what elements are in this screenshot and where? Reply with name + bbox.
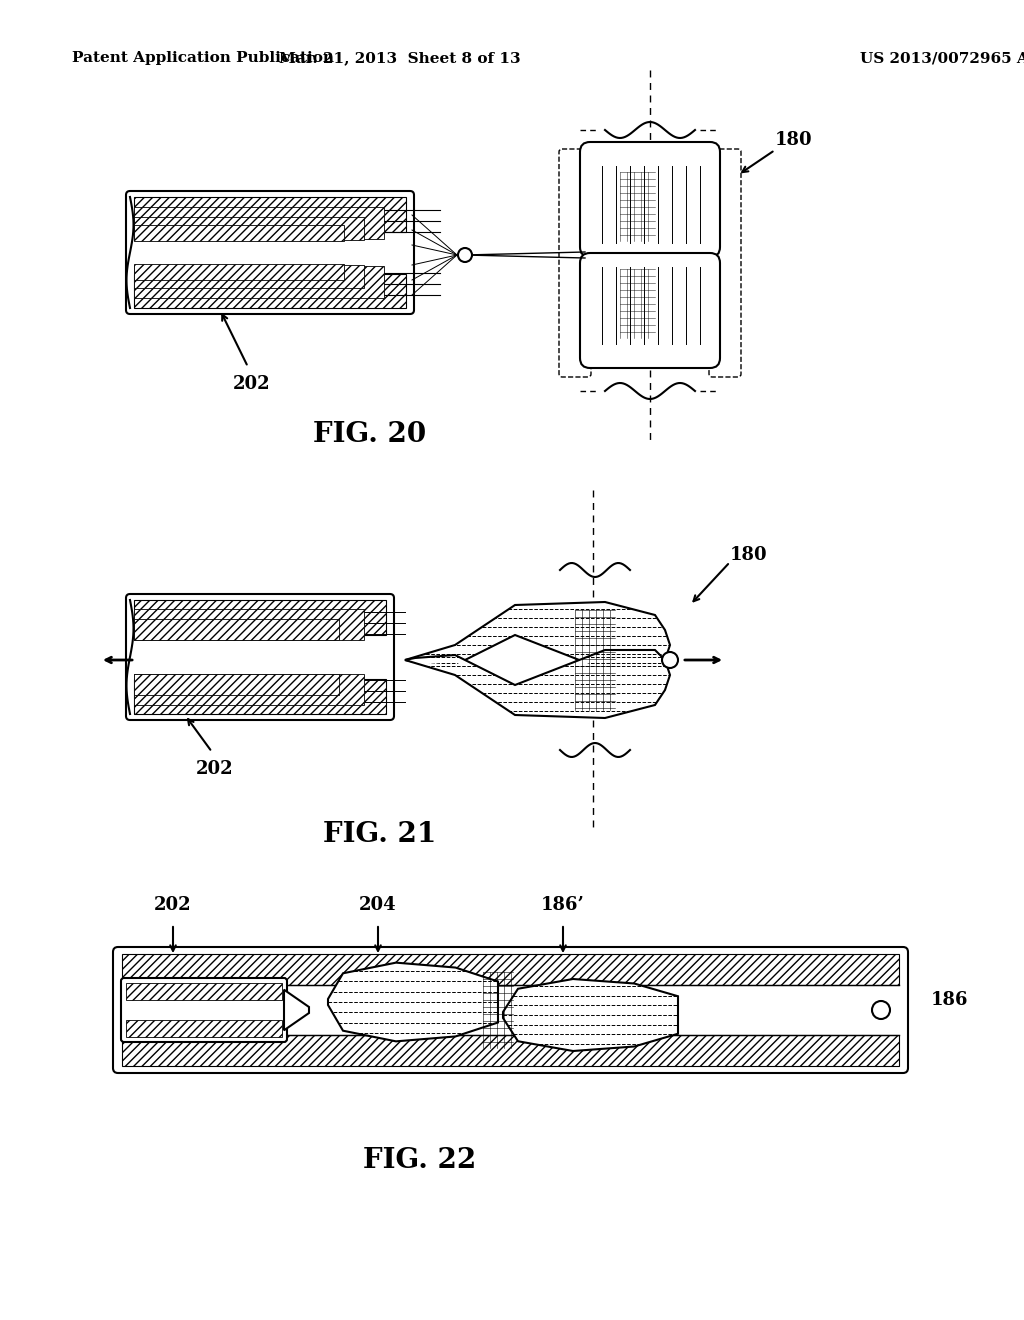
Text: Patent Application Publication: Patent Application Publication [72,51,334,65]
Text: 202: 202 [155,896,191,913]
Bar [134,673,364,705]
Circle shape [872,1001,890,1019]
Polygon shape [284,990,309,1031]
FancyBboxPatch shape [121,978,287,1041]
Bar [134,609,364,640]
Bar [134,265,364,288]
Polygon shape [406,649,670,718]
Text: FIG. 21: FIG. 21 [324,821,436,849]
FancyBboxPatch shape [126,191,414,314]
FancyBboxPatch shape [126,594,394,719]
Bar [122,954,899,985]
Text: 202: 202 [233,375,270,393]
Polygon shape [503,979,678,1051]
Bar [134,206,384,239]
FancyBboxPatch shape [580,143,720,257]
Text: 186: 186 [931,991,969,1008]
Bar [134,224,344,242]
Bar [134,673,339,694]
Bar [134,273,406,308]
Text: 202: 202 [197,760,233,777]
Bar [134,264,344,280]
Text: 180: 180 [775,131,813,149]
Bar [134,216,364,240]
Text: 180: 180 [730,546,768,564]
Bar [126,983,282,1001]
Bar [134,601,386,635]
Text: Mar. 21, 2013  Sheet 8 of 13: Mar. 21, 2013 Sheet 8 of 13 [280,51,521,65]
Bar [122,1035,899,1067]
Circle shape [458,248,472,261]
Text: FIG. 22: FIG. 22 [364,1147,476,1173]
FancyBboxPatch shape [580,253,720,368]
Bar [134,267,384,298]
Text: 204: 204 [359,896,397,913]
Bar [134,619,339,640]
Polygon shape [328,962,498,1041]
Polygon shape [406,602,670,671]
Text: FIG. 20: FIG. 20 [313,421,427,449]
Bar [134,678,386,714]
Text: US 2013/0072965 A1: US 2013/0072965 A1 [860,51,1024,65]
Text: 186’: 186’ [541,896,585,913]
Bar [134,197,406,231]
Circle shape [662,652,678,668]
FancyBboxPatch shape [113,946,908,1073]
Bar [126,1019,282,1038]
